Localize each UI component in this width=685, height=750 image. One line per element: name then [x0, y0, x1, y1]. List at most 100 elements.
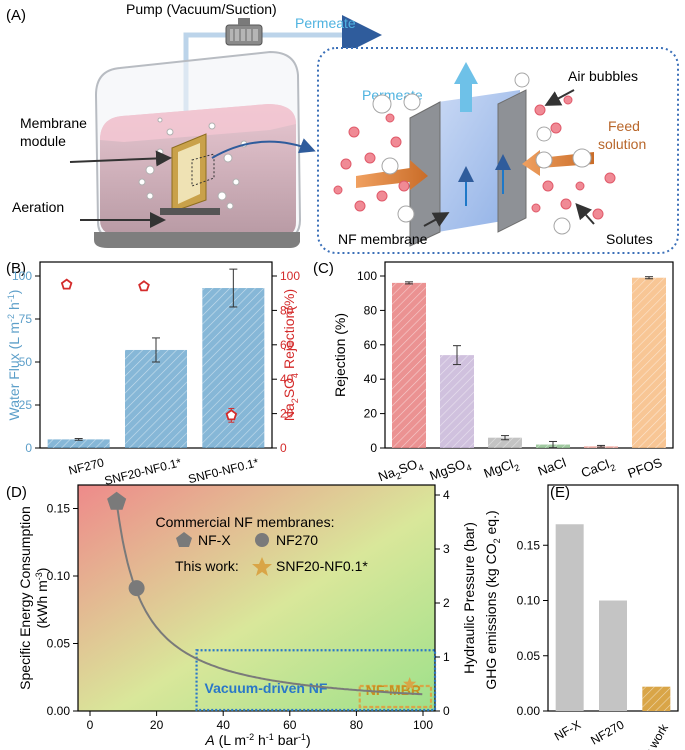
c-bar-hatch — [440, 355, 474, 448]
e-ytick-label: 0.05 — [517, 649, 541, 663]
e-ytick-label: 0.15 — [517, 538, 541, 552]
mbr-region-box — [358, 684, 433, 709]
panel-e-ylabel: GHG emissions (kg CO2 eq.) — [483, 510, 502, 689]
c-ytick-label: 0 — [370, 441, 377, 455]
e-ytick-label: 0.00 — [517, 704, 541, 718]
b-category-label: SNF20-NF0.1* — [103, 455, 183, 488]
d-xtick-label: 40 — [217, 718, 231, 732]
this-work-point — [403, 677, 417, 690]
solutes-label: Solutes — [606, 231, 653, 247]
b-ytick-right-label: 0 — [280, 441, 287, 455]
panel-b-bars — [47, 268, 265, 448]
d-xtick-label: 80 — [350, 718, 364, 732]
panel-e: (E) 0.00 0.05 0.10 0.15 NF-X NF270 This work G… — [483, 484, 679, 750]
e-category-label: NF-X — [552, 717, 583, 743]
membrane-label-2: module — [20, 133, 66, 149]
d-ytick-right-label: 4 — [443, 488, 450, 502]
nf-membrane-label: NF membrane — [338, 231, 428, 247]
solutes-pointer — [575, 203, 595, 225]
c-bar-hatch — [488, 437, 522, 448]
b-ytick-right-label: 100 — [280, 269, 300, 283]
b-category-label: NF270 — [67, 455, 106, 477]
air-bubbles-cluster — [372, 72, 592, 235]
d-ytick-label: 0.15 — [47, 502, 71, 516]
d-ytick-right-label: 2 — [443, 596, 450, 610]
b-rejection-marker — [225, 409, 238, 421]
permeate-up-arrow — [454, 62, 478, 112]
e-bar — [555, 524, 584, 711]
zoom-connector — [211, 138, 316, 159]
panel-e-ticks: 0.00 0.05 0.10 0.15 NF-X NF270 This work — [517, 538, 672, 750]
e-bar-hatch — [642, 686, 671, 711]
legend-star-icon — [252, 557, 272, 576]
panel-e-label: (E) — [550, 484, 570, 501]
panel-c-label: (C) — [313, 260, 334, 277]
legend-nfx-icon — [176, 532, 192, 547]
d-xtick-label: 0 — [87, 718, 94, 732]
solutes-cluster — [333, 95, 616, 220]
pump-label: Pump (Vacuum/Suction) — [126, 1, 277, 17]
nf270-point — [128, 580, 145, 597]
e-category-label: This work — [633, 721, 671, 750]
c-category-label: MgCl2 — [482, 455, 521, 484]
b-flux-bar-hatch — [125, 349, 187, 448]
energy-curve — [115, 496, 423, 696]
d-xtick-label: 60 — [283, 718, 297, 732]
c-category-label: Na2SO4 — [376, 455, 425, 487]
b-ytick-left-label: 0 — [25, 441, 32, 455]
pump-icon — [225, 18, 263, 46]
b-rejection-marker — [138, 280, 150, 292]
b-ytick-right-label: 40 — [280, 372, 294, 386]
panel-e-bars — [555, 524, 671, 711]
panel-c-ylabel: Rejection (%) — [332, 313, 348, 397]
panel-b-label: (B) — [6, 260, 26, 277]
feed-label-1: Feed — [608, 118, 640, 134]
membrane-block — [409, 89, 527, 247]
c-category-label: CaCl2 — [579, 455, 617, 484]
d-xtick-label: 20 — [150, 718, 164, 732]
c-ytick-label: 60 — [364, 338, 378, 352]
b-ytick-left-label: 75 — [19, 312, 33, 326]
panel-c-bars — [392, 276, 666, 449]
e-category-label: NF270 — [588, 717, 626, 747]
b-ytick-left-label: 25 — [19, 398, 33, 412]
panel-b: (B) 0 25 50 75 100 0 20 40 60 80 100 NF270SNF20-NF0… — [6, 260, 300, 488]
panel-a: (A) Pump (Vacuum/Suction) Permeate — [6, 1, 679, 254]
d-ytick-label: 0.10 — [47, 569, 71, 583]
c-bar-hatch — [392, 282, 426, 448]
c-ytick-label: 100 — [357, 269, 377, 283]
b-ytick-right-label: 20 — [280, 407, 294, 421]
feed-label-2: solution — [598, 136, 646, 152]
legend-nfx-label: NF-X — [198, 532, 231, 548]
nf-membrane-pointer — [423, 212, 450, 227]
tank-bubbles — [138, 117, 248, 210]
d-ytick-right-label: 3 — [443, 542, 450, 556]
b-ytick-left-label: 50 — [19, 355, 33, 369]
membrane-label-1: Membrane — [20, 115, 87, 131]
panel-b-rejection-markers — [60, 278, 238, 423]
panel-a-label: (A) — [6, 7, 26, 24]
b-ytick-right-label: 80 — [280, 303, 294, 317]
d-xtick-label: 100 — [413, 718, 433, 732]
panel-d-plot-area — [77, 484, 436, 712]
panel-d-ylabel-2: (kWh m-3) — [34, 568, 50, 629]
legend-nf270-icon — [255, 533, 269, 547]
c-ytick-label: 80 — [364, 303, 378, 317]
c-category-label: PFOS — [626, 455, 665, 481]
c-ytick-label: 20 — [364, 407, 378, 421]
legend-nf270-label: NF270 — [276, 532, 318, 548]
c-ytick-label: 40 — [364, 372, 378, 386]
panel-d-xlabel: A (L m-2 h-1 bar-1) — [204, 732, 310, 748]
permeate-top-label: Permeate — [295, 15, 356, 31]
this-work-label: This work: — [175, 558, 239, 574]
panel-d-points — [107, 491, 417, 690]
panel-d-label: (D) — [6, 484, 27, 501]
panel-c: (C) 0 20 40 60 80 100 Na2SO4 MgSO4 MgCl2 NaCl CaCl… — [313, 260, 674, 487]
membrane-module-icon — [171, 133, 215, 213]
panel-b-ylabel-right: Na2SO4 Rejection(%) — [281, 289, 300, 421]
aeration-label: Aeration — [12, 199, 64, 215]
this-work-item: SNF20-NF0.1* — [276, 558, 368, 574]
e-bar — [599, 600, 627, 711]
aerator — [160, 208, 220, 215]
